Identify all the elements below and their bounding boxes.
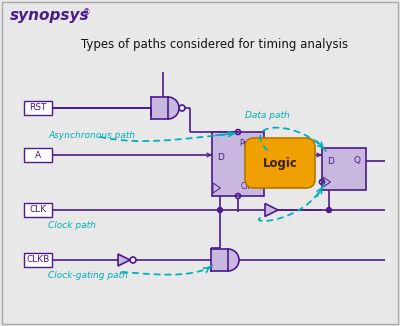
Bar (24, 101, 52, 115)
Polygon shape (323, 177, 330, 187)
Text: Types of paths considered for timing analysis: Types of paths considered for timing ana… (82, 38, 348, 51)
Bar (322, 148, 366, 190)
Bar (212, 132, 264, 196)
Polygon shape (213, 183, 220, 193)
Bar (211, 249, 228, 271)
Text: Clock-gating path: Clock-gating path (48, 271, 128, 280)
Bar (24, 203, 52, 217)
Text: Data path: Data path (245, 111, 290, 120)
Text: Clock path: Clock path (48, 221, 96, 230)
Bar (24, 253, 52, 267)
Polygon shape (265, 203, 278, 216)
Text: synopsys: synopsys (10, 8, 90, 23)
Text: Logic: Logic (262, 156, 298, 170)
Text: Q: Q (252, 154, 259, 162)
Text: Pre: Pre (240, 139, 252, 148)
Text: D: D (217, 154, 224, 162)
Text: CLK: CLK (30, 205, 46, 215)
Text: ®: ® (83, 8, 90, 17)
Bar (24, 148, 52, 162)
Text: Asynchronous path: Asynchronous path (48, 131, 135, 140)
Text: A: A (35, 151, 41, 159)
Text: CLKB: CLKB (26, 256, 50, 264)
Circle shape (218, 208, 222, 213)
Text: D: D (327, 156, 334, 166)
Polygon shape (118, 254, 130, 266)
FancyBboxPatch shape (245, 138, 315, 188)
Wedge shape (228, 249, 239, 271)
Circle shape (326, 208, 332, 213)
Bar (151, 97, 168, 119)
Wedge shape (168, 97, 179, 119)
Text: RST: RST (29, 103, 47, 112)
Text: Q: Q (354, 156, 361, 166)
Text: Clr: Clr (240, 182, 251, 191)
